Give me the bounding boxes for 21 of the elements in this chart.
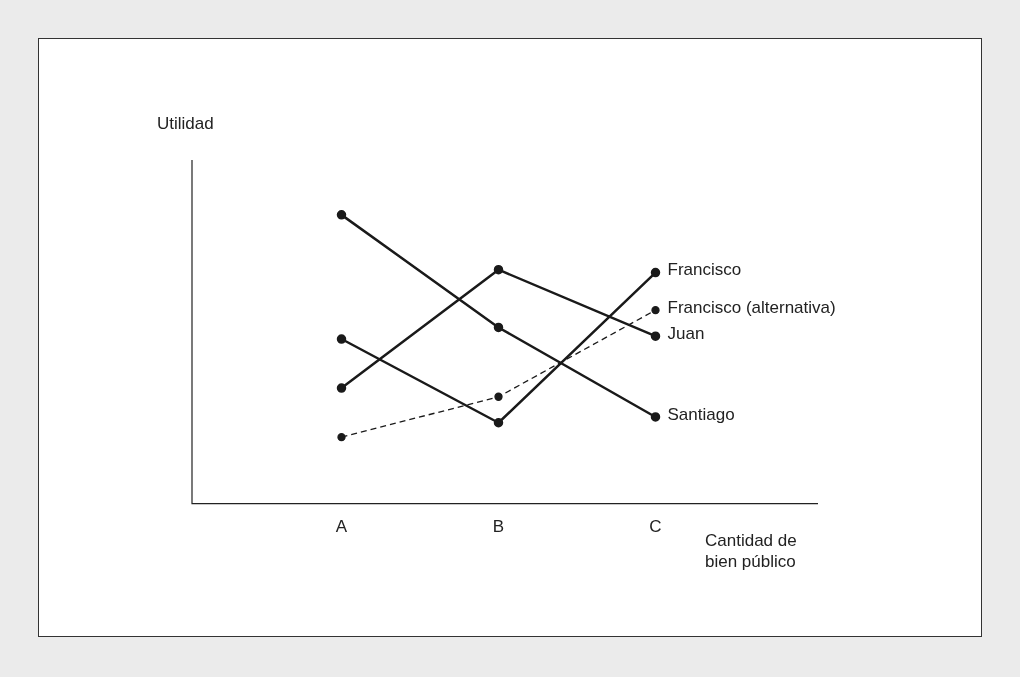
series-label: Francisco (alternativa) bbox=[667, 297, 836, 317]
y-axis-title: Utilidad bbox=[157, 113, 214, 134]
point bbox=[336, 334, 347, 344]
point bbox=[651, 306, 660, 315]
series-label: Juan bbox=[667, 323, 705, 343]
point bbox=[650, 412, 661, 422]
point bbox=[494, 392, 503, 401]
point bbox=[336, 210, 347, 220]
point bbox=[650, 267, 661, 278]
point bbox=[650, 331, 661, 341]
x-tick-label: C bbox=[649, 517, 662, 537]
point bbox=[493, 264, 504, 275]
point bbox=[336, 383, 347, 393]
x-tick-label: A bbox=[335, 517, 348, 537]
point bbox=[493, 322, 504, 333]
x-axis-title: Cantidad de bien público bbox=[705, 530, 798, 572]
x-tick-label: B bbox=[492, 517, 505, 537]
point bbox=[493, 418, 504, 428]
series-label: Santiago bbox=[667, 404, 735, 424]
series-label: Francisco bbox=[667, 260, 742, 280]
point bbox=[337, 433, 346, 442]
